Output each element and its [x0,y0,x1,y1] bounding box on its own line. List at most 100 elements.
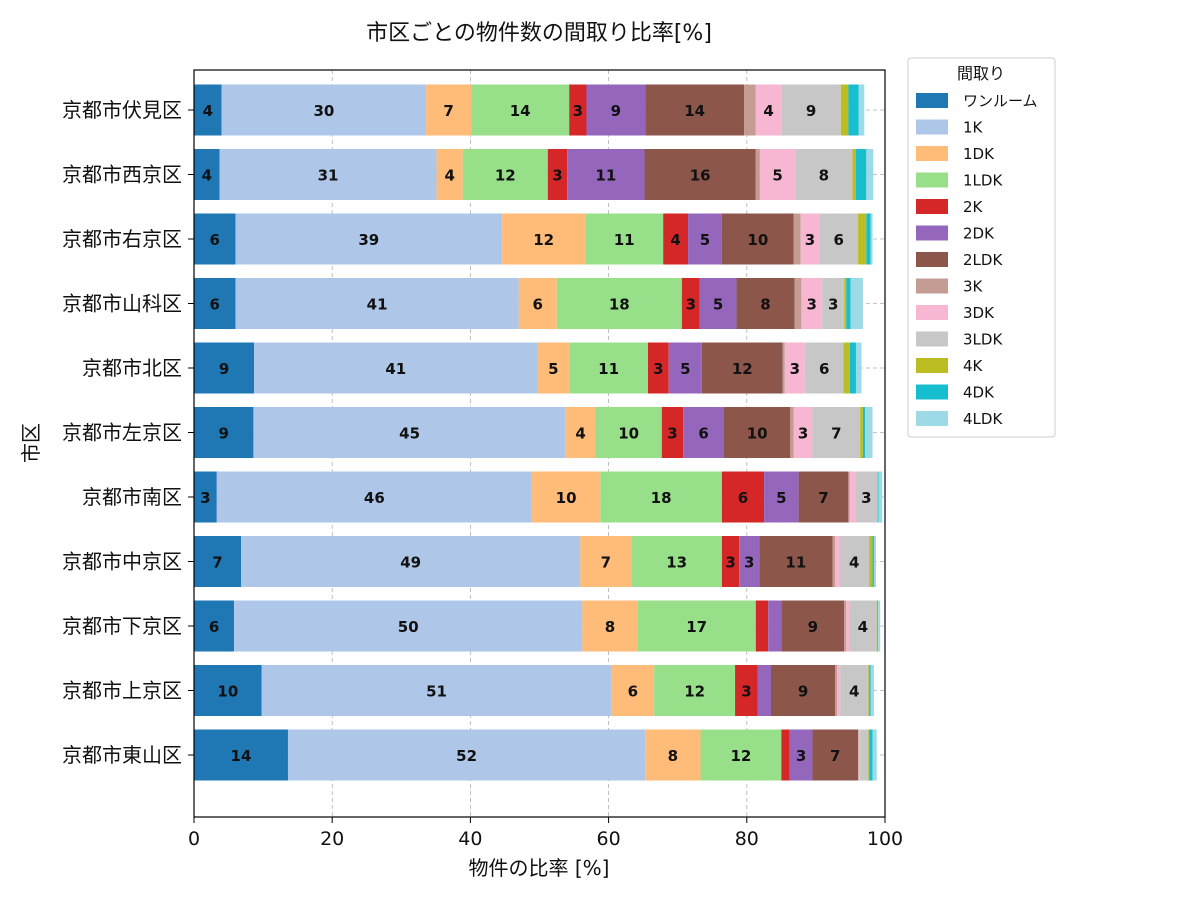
bar-segment [235,213,503,265]
bar-segment [194,665,262,716]
bar-value-label: 50 [398,618,419,636]
bar-segment [848,471,850,523]
bar-value-label: 39 [358,231,379,249]
bar-segment [426,84,472,136]
data-labels: 4 30 7 14 3 9 14 4 94 31 4 12 3 11 16 5 86 39 12 11 4 5 10 3 66 4… [200,102,871,765]
bar-segment [240,536,581,587]
legend-swatch [916,278,948,294]
bar-value-label: 10 [556,489,577,507]
bar-value-label: 16 [690,167,711,185]
legend-swatch [916,384,948,400]
bar-segment [611,665,655,716]
legend-swatch [916,252,948,267]
bar-value-label: 18 [651,489,672,507]
bar-value-label: 6 [210,296,220,314]
bar-segment [835,665,838,716]
legend-swatch [916,225,948,241]
bar-segment [194,213,236,265]
bar-value-label: 3 [798,425,808,443]
bar-value-label: 6 [628,683,638,701]
bar-segment [843,342,850,394]
bar-segment [586,84,646,136]
bar-value-label: 41 [367,296,388,314]
legend-swatch [916,331,948,347]
bar-value-label: 3 [200,489,210,507]
bar-segment [631,536,722,587]
bar-value-label: 5 [776,489,786,507]
bar-segment [637,600,756,652]
bar-segment [798,471,849,523]
bar-value-label: 14 [510,102,531,120]
y-axis: 京都市伏見区京都市西京区京都市右京区京都市山科区京都市北区京都市左京区京都市南区… [62,98,194,767]
category-label: 京都市中京区 [62,550,182,574]
bar-value-label: 7 [601,554,611,572]
bar-segment [804,342,844,394]
bar-segment [858,729,861,781]
legend-entry: ワンルーム [963,92,1038,110]
bar-segment [878,471,883,523]
bar-segment [744,84,756,136]
bar-segment [531,471,601,523]
bar-segment [654,665,736,716]
bar-segment [194,536,241,587]
legend-entry: 1LDK [963,172,1003,190]
bar-segment [862,407,865,458]
bar-value-label: 6 [533,296,543,314]
x-tick-label: 80 [735,828,759,850]
bar-segment [221,84,427,136]
x-tick-label: 20 [320,828,344,850]
bar-segment [877,471,879,523]
legend-entry: 2DK [963,225,995,243]
x-tick-label: 0 [188,828,200,850]
bar-value-label: 4 [575,425,585,443]
bar-segment [793,407,813,458]
bar-segment [837,665,841,716]
bar-segment [595,407,662,458]
bar-value-label: 52 [456,747,477,765]
x-tick-label: 40 [458,828,482,850]
bar-value-label: 3 [790,360,800,378]
bar-value-label: 10 [217,683,238,701]
plot-frame [193,69,886,818]
bar-segment [840,84,849,136]
bar-value-label: 3 [653,360,663,378]
legend-title: 間取り [957,64,1005,83]
bar-segment [801,278,823,329]
bar-segment [869,729,873,781]
bar-segment [860,729,869,781]
bar-segment [846,600,850,652]
bar-value-label: 10 [747,425,768,443]
bar-segment [800,213,820,265]
category-label: 京都市西京区 [62,163,182,187]
x-axis-label: 物件の比率 [%] [469,856,610,880]
bar-segment [849,600,877,652]
bar-value-label: 11 [785,554,806,572]
category-label: 京都市下京区 [62,614,182,638]
bar-segment [683,407,724,458]
legend-swatch [916,172,948,188]
bar-value-label: 4 [849,554,859,572]
bar-segment [870,665,874,716]
bar-value-label: 3 [686,296,696,314]
x-axis: 0 20 40 60 80 100 [188,817,903,850]
bar-segment [645,729,701,781]
bar-value-label: 17 [686,618,707,636]
bar-segment [567,149,645,200]
bar-segment [793,213,801,265]
bar-value-label: 6 [209,618,219,636]
bar-value-label: 9 [806,102,816,120]
bar-value-label: 5 [713,296,723,314]
bar-value-label: 12 [730,747,751,765]
bar-segment [556,278,682,329]
category-label: 京都市伏見区 [62,98,182,122]
bar-segment [876,600,878,652]
bar-segment [235,278,519,329]
bar-segment [700,729,782,781]
bar-segment [261,665,612,716]
bar-segment [768,600,782,652]
bar-value-label: 3 [744,554,754,572]
bar-segment [848,84,859,136]
bar-value-label: 6 [698,425,708,443]
bar-value-label: 3 [805,231,815,249]
